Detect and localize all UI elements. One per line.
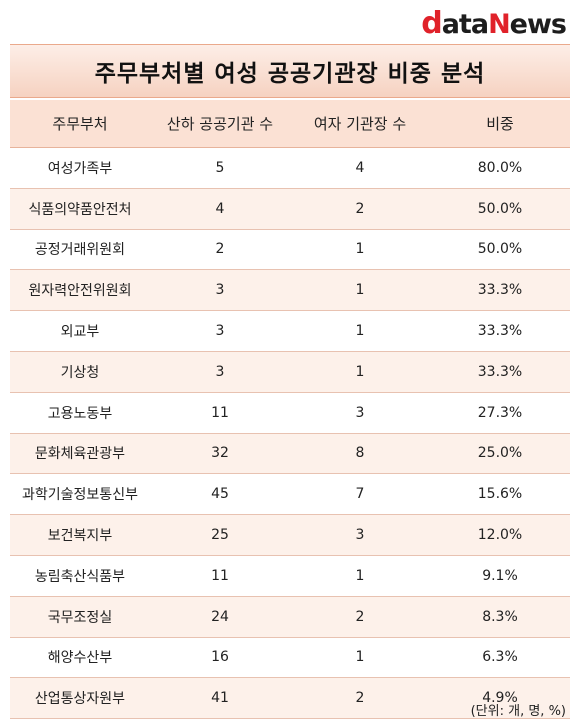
ratio-cell: 12.0% <box>430 514 570 556</box>
women-count-cell: 1 <box>290 351 430 393</box>
ratio-cell: 9.1% <box>430 555 570 597</box>
ratio-cell: 33.3% <box>430 269 570 312</box>
ratio-cell: 25.0% <box>430 433 570 475</box>
ratio-cell: 6.3% <box>430 637 570 679</box>
table-row: 과학기술정보통신부 45 7 15.6% <box>10 473 570 516</box>
women-count-cell: 1 <box>290 637 430 679</box>
header-agency-count: 산하 공공기관 수 <box>150 100 290 148</box>
agency-count-cell: 25 <box>150 514 290 556</box>
agency-count-cell: 3 <box>150 351 290 393</box>
women-count-cell: 8 <box>290 433 430 475</box>
agency-count-cell: 16 <box>150 637 290 679</box>
table-row: 농림축산식품부 11 1 9.1% <box>10 555 570 597</box>
table-header-row: 주무부처 산하 공공기관 수 여자 기관장 수 비중 <box>10 100 570 148</box>
unit-note: (단위: 개, 명, %) <box>470 704 566 719</box>
ministry-ratio-table: 주무부처 산하 공공기관 수 여자 기관장 수 비중 여성가족부 5 4 80.0% 식… <box>10 100 570 720</box>
ratio-cell: 8.3% <box>430 596 570 638</box>
ratio-cell: 80.0% <box>430 147 570 189</box>
header-ratio: 비중 <box>430 100 570 148</box>
ministry-cell: 공정거래위원회 <box>10 229 150 271</box>
women-count-cell: 2 <box>290 677 430 720</box>
ratio-cell: 33.3% <box>430 310 570 352</box>
table-row: 기상청 3 1 33.3% <box>10 351 570 393</box>
agency-count-cell: 5 <box>150 147 290 189</box>
women-count-cell: 1 <box>290 269 430 312</box>
ratio-cell: 50.0% <box>430 188 570 230</box>
ratio-cell: 15.6% <box>430 473 570 516</box>
table-row: 원자력안전위원회 3 1 33.3% <box>10 269 570 312</box>
ministry-cell: 농림축산식품부 <box>10 555 150 597</box>
women-count-cell: 2 <box>290 188 430 230</box>
agency-count-cell: 4 <box>150 188 290 230</box>
agency-count-cell: 45 <box>150 473 290 516</box>
table-row: 고용노동부 11 3 27.3% <box>10 392 570 434</box>
agency-count-cell: 24 <box>150 596 290 638</box>
ministry-cell: 고용노동부 <box>10 392 150 434</box>
table-row: 산업통상자원부 41 2 4.9% <box>10 677 570 720</box>
ministry-cell: 기상청 <box>10 351 150 393</box>
women-count-cell: 1 <box>290 229 430 271</box>
agency-count-cell: 3 <box>150 310 290 352</box>
logo-ata: ata <box>441 9 489 40</box>
women-count-cell: 2 <box>290 596 430 638</box>
agency-count-cell: 41 <box>150 677 290 720</box>
ministry-cell: 국무조정실 <box>10 596 150 638</box>
table-row: 해양수산부 16 1 6.3% <box>10 637 570 679</box>
header-ministry: 주무부처 <box>10 100 150 148</box>
ministry-cell: 외교부 <box>10 310 150 352</box>
agency-count-cell: 2 <box>150 229 290 271</box>
women-count-cell: 4 <box>290 147 430 189</box>
table-row: 문화체육관광부 32 8 25.0% <box>10 433 570 475</box>
table-row: 여성가족부 5 4 80.0% <box>10 147 570 189</box>
ratio-cell: 50.0% <box>430 229 570 271</box>
ministry-cell: 원자력안전위원회 <box>10 269 150 312</box>
women-count-cell: 3 <box>290 514 430 556</box>
ministry-cell: 해양수산부 <box>10 637 150 679</box>
agency-count-cell: 32 <box>150 433 290 475</box>
ministry-cell: 식품의약품안전처 <box>10 188 150 230</box>
ratio-cell: 4.9% <box>430 677 570 720</box>
logo-n: N <box>488 9 511 40</box>
agency-count-cell: 11 <box>150 555 290 597</box>
page-title: 주무부처별 여성 공공기관장 비중 분석 <box>94 61 486 87</box>
agency-count-cell: 3 <box>150 269 290 312</box>
logo-d: d <box>421 6 443 41</box>
ratio-cell: 33.3% <box>430 351 570 393</box>
table-row: 식품의약품안전처 4 2 50.0% <box>10 188 570 230</box>
logo-ews: ews <box>509 9 567 40</box>
women-count-cell: 7 <box>290 473 430 516</box>
women-count-cell: 1 <box>290 555 430 597</box>
table-row: 공정거래위원회 2 1 50.0% <box>10 229 570 271</box>
ministry-cell: 보건복지부 <box>10 514 150 556</box>
title-banner: 주무부처별 여성 공공기관장 비중 분석 <box>10 44 570 98</box>
table-row: 국무조정실 24 2 8.3% <box>10 596 570 638</box>
ministry-cell: 과학기술정보통신부 <box>10 473 150 516</box>
women-count-cell: 1 <box>290 310 430 352</box>
table-row: 보건복지부 25 3 12.0% <box>10 514 570 556</box>
ministry-cell: 산업통상자원부 <box>10 677 150 720</box>
agency-count-cell: 11 <box>150 392 290 434</box>
header-women-count: 여자 기관장 수 <box>290 100 430 148</box>
ministry-cell: 여성가족부 <box>10 147 150 189</box>
table-row: 외교부 3 1 33.3% <box>10 310 570 352</box>
ratio-cell: 27.3% <box>430 392 570 434</box>
women-count-cell: 3 <box>290 392 430 434</box>
ministry-cell: 문화체육관광부 <box>10 433 150 475</box>
